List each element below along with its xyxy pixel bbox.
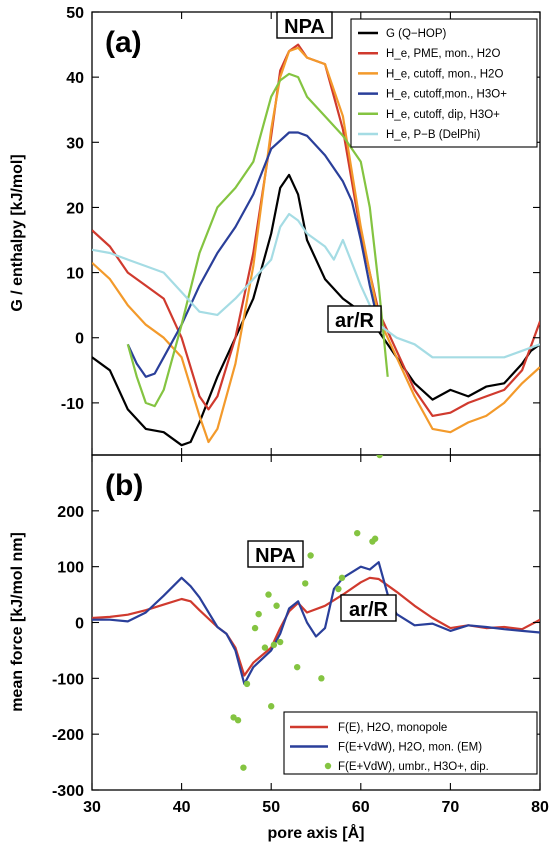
legend-swatch: [324, 762, 332, 770]
y-tick-label: -10: [61, 396, 84, 413]
series-a-0-line: [92, 173, 540, 447]
legend-label: H_e, PME, mon., H2O: [386, 48, 500, 60]
data-point: [251, 624, 259, 632]
legend-entry: F(E+VdW), umbr., H3O+, dip.: [324, 761, 489, 773]
series-a-3-line: [126, 131, 380, 378]
annotation-box: [276, 11, 333, 39]
x-tick-label: 40: [173, 799, 191, 816]
data-point: [270, 641, 278, 649]
data-point: [376, 455, 383, 459]
legend-label: F(E+VdW), H2O, mon. (EM): [338, 742, 482, 754]
annotation-box: [247, 540, 304, 568]
panel-b-annotation-arR: ar/R: [340, 594, 397, 622]
legend-entry: H_e, PME, mon., H2O: [358, 48, 500, 60]
panel-b-label: (b): [105, 469, 143, 502]
series-b-0-line: [92, 576, 540, 677]
x-tick-label: 80: [531, 799, 549, 816]
legend-label: G (Q−HOP): [386, 28, 447, 40]
x-tick-label: 50: [262, 799, 280, 816]
series-b-2-points: [230, 455, 383, 771]
panel-b-xlabel: pore axis [Å]: [268, 823, 365, 842]
data-point: [243, 680, 251, 688]
legend-entry: F(E), H2O, monopole: [290, 722, 447, 734]
data-point: [338, 574, 346, 582]
series-a-2-line: [92, 46, 540, 444]
x-tick-label: 70: [442, 799, 460, 816]
plot-area: [92, 43, 540, 447]
data-point: [371, 535, 379, 542]
panel-a: -10 0 10 20 30 40 50 (a) NPA ar/R G (Q−HOP) H_e…: [9, 5, 541, 456]
legend-label: F(E+VdW), umbr., H3O+, dip.: [338, 761, 489, 773]
panel-a-annotation-arR: ar/R: [327, 305, 382, 333]
data-point: [268, 703, 275, 710]
y-tick-label: -300: [52, 783, 84, 800]
panel-a-label: (a): [105, 26, 142, 59]
series-a-1-line: [92, 43, 540, 417]
panel-b-legend: F(E), H2O, monopole F(E+VdW), H2O, mon. (…: [283, 711, 538, 775]
series-a-4-line: [126, 72, 389, 408]
legend-box: [350, 18, 538, 148]
annotation-npa-text: NPA: [284, 16, 325, 38]
y-tick-label: 100: [57, 560, 84, 577]
y-tick-label: -100: [52, 671, 84, 688]
y-tick-label: 40: [66, 70, 84, 87]
legend-entry: H_e, cutoff,mon., H3O+: [358, 89, 507, 101]
data-point: [302, 580, 309, 587]
y-tick-label: -200: [52, 727, 84, 744]
x-tick-label: 30: [83, 799, 101, 816]
panel-a-annotation-npa: NPA: [276, 11, 333, 39]
legend-entry: G (Q−HOP): [358, 28, 447, 40]
legend-entry: F(E+VdW), H2O, mon. (EM): [290, 742, 482, 754]
panel-b-legend-entries: F(E), H2O, monopole F(E+VdW), H2O, mon. (…: [290, 722, 489, 773]
annotation-npa-text: NPA: [255, 545, 296, 567]
legend-label: H_e, P−B (DelPhi): [386, 129, 480, 141]
panel-a-ticks: -10 0 10 20 30 40 50: [61, 5, 541, 455]
y-tick-label: 20: [66, 200, 84, 217]
annotation-box: [327, 305, 382, 333]
data-point: [276, 638, 284, 646]
series-a-5-line: [92, 212, 540, 359]
data-point: [318, 675, 325, 682]
panel-b-annotation-npa: NPA: [247, 540, 304, 568]
data-point: [293, 663, 301, 671]
legend-entry: H_e, P−B (DelPhi): [358, 129, 480, 141]
data-point: [261, 644, 269, 651]
panel-a-legend-entries: G (Q−HOP) H_e, PME, mon., H2O H_e, cutoff,…: [358, 28, 507, 141]
y-tick-label: 30: [66, 135, 84, 152]
y-tick-label: 0: [75, 331, 84, 348]
panel-a-series: [92, 43, 540, 447]
y-tick-label: 200: [57, 504, 84, 521]
data-point: [307, 552, 314, 559]
legend-label: F(E), H2O, monopole: [338, 722, 447, 734]
data-point: [273, 602, 280, 609]
legend-entry: H_e, cutoff, dip, H3O+: [358, 109, 500, 121]
data-point: [255, 610, 262, 618]
annotation-arR-text: ar/R: [349, 599, 388, 621]
plot-area: [92, 455, 540, 771]
data-point: [240, 764, 247, 771]
annotation-arR-text: ar/R: [335, 310, 374, 332]
data-point: [354, 529, 361, 537]
x-tick-label: 60: [352, 799, 370, 816]
legend-label: H_e, cutoff, dip, H3O+: [386, 109, 500, 121]
panel-a-legend: G (Q−HOP) H_e, PME, mon., H2O H_e, cutoff,…: [350, 18, 538, 148]
data-point: [265, 591, 272, 598]
data-point: [335, 585, 342, 593]
data-point: [234, 717, 242, 724]
y-tick-label: 0: [75, 616, 84, 633]
panel-b-series: [92, 455, 540, 771]
legend-entry: H_e, cutoff, mon., H2O: [358, 68, 503, 80]
annotation-box: [340, 594, 397, 622]
series-b-1-line: [92, 561, 540, 686]
panel-a-ylabel: G / enthalpy [kJ/mol]: [9, 154, 26, 311]
panel-b-ylabel: mean force [kJ/mol nm]: [9, 532, 26, 712]
legend-label: H_e, cutoff, mon., H2O: [386, 68, 503, 80]
legend-label: H_e, cutoff,mon., H3O+: [386, 89, 507, 101]
y-tick-label: 50: [66, 5, 84, 22]
y-tick-label: 10: [66, 266, 84, 283]
panel-b-ticks: -300 -200 -100 0 100 200 30 40 50 60 70 80: [52, 455, 549, 816]
